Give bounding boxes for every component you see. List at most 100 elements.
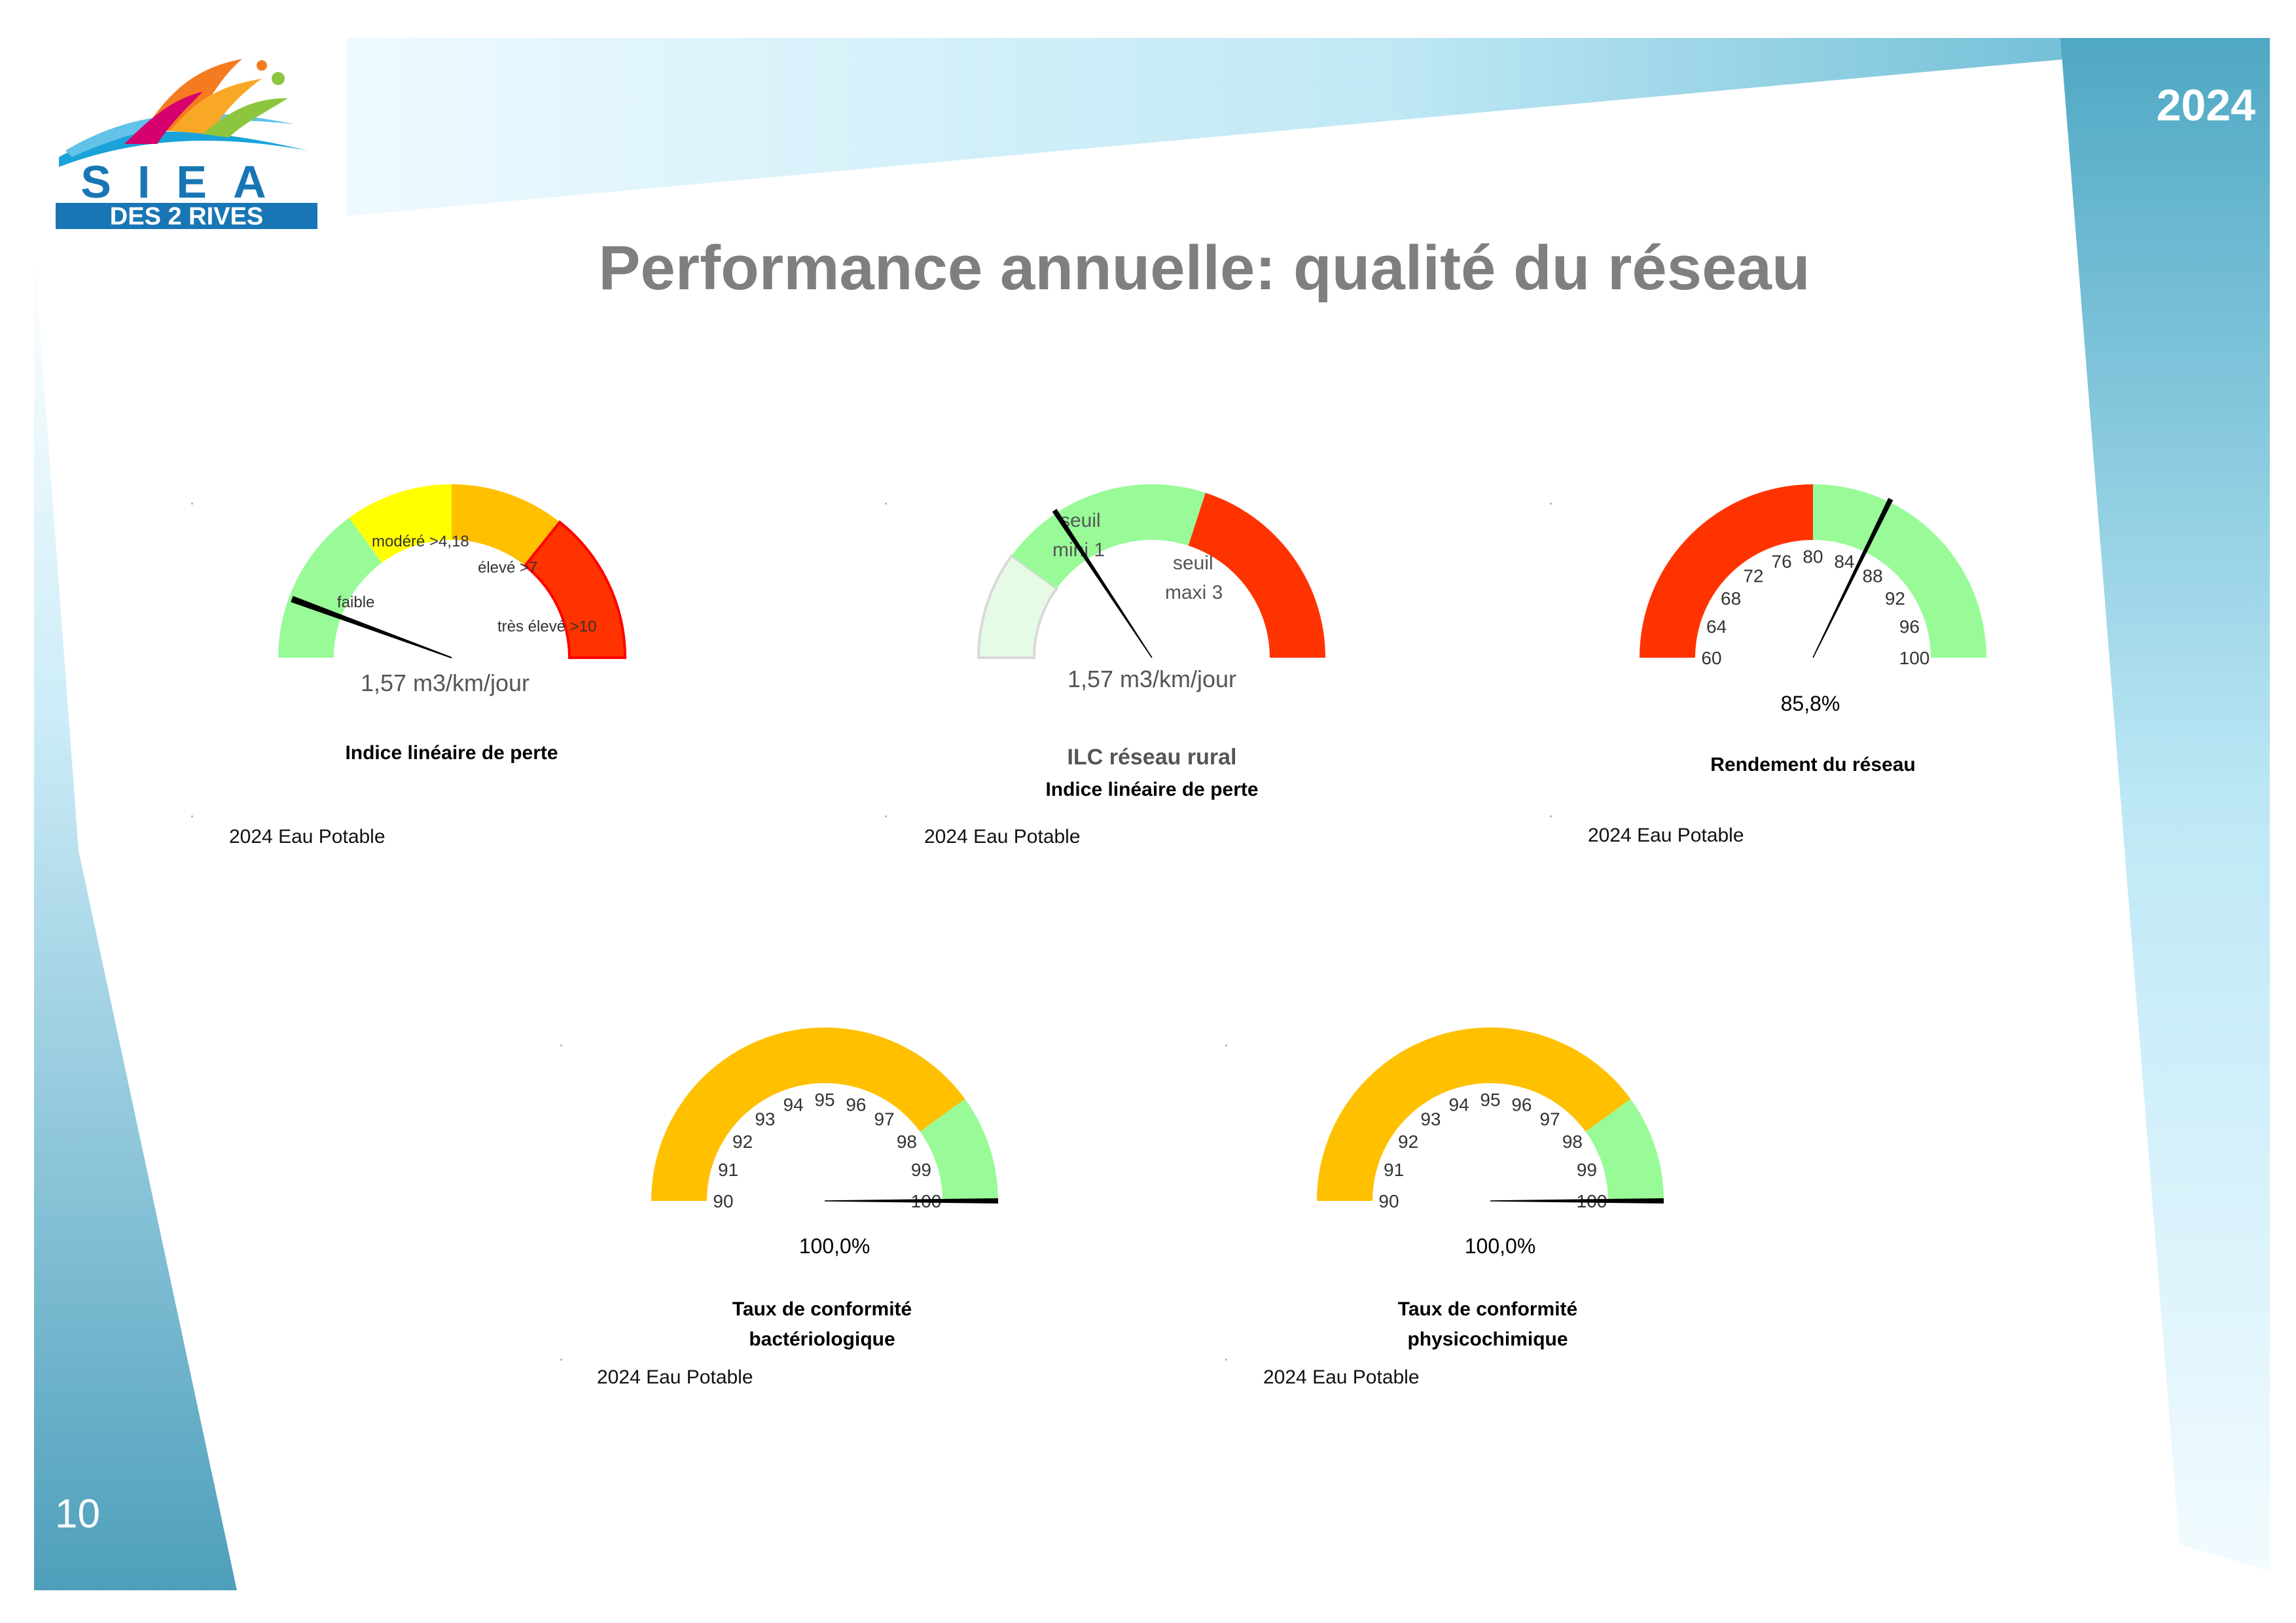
gauge-zone <box>1585 1099 1664 1201</box>
logo-text-top: SIEA <box>81 156 292 207</box>
tick-label: 99 <box>1577 1160 1597 1180</box>
gauge-zone <box>1011 484 1206 589</box>
gauge-zone <box>977 554 1059 659</box>
tick-label: 98 <box>1562 1132 1583 1152</box>
tick-label: 95 <box>814 1090 834 1110</box>
gauge-zones <box>1317 1027 1664 1201</box>
gauge-zone <box>1640 484 1813 658</box>
chart-footer: 2024 Eau Potable <box>1588 825 1744 846</box>
gauge-needle <box>291 596 452 658</box>
chart-title-line2: physicochimique <box>1407 1329 1568 1350</box>
gauge-zone <box>523 520 627 659</box>
value-label: 1,57 m3/km/jour <box>1067 666 1236 692</box>
chart-footer: 2024 Eau Potable <box>597 1366 753 1388</box>
gauge-zones <box>651 1027 998 1201</box>
gauge-zones <box>278 484 627 659</box>
gauge-ilc-rural: seuil mini 1 seuil maxi 3 1,57 m3/km/jou… <box>949 452 1355 821</box>
zone-label: seuil <box>1173 552 1213 574</box>
gauge-zone <box>920 1099 998 1201</box>
chart-footer: 2024 Eau Potable <box>229 826 386 847</box>
tick-label: 76 <box>1772 552 1792 572</box>
value-label: 100,0% <box>799 1234 870 1258</box>
chart-title: Taux de conformité <box>1398 1298 1577 1320</box>
zone-label: maxi 3 <box>1165 582 1223 603</box>
tick-label: 92 <box>732 1132 753 1152</box>
tick-label: 98 <box>897 1132 917 1152</box>
gauge-zone <box>349 484 452 563</box>
tick-label: 100 <box>1899 648 1930 668</box>
zone-label: faible <box>337 594 374 611</box>
chart-title: ILC réseau rural <box>1067 745 1237 770</box>
chart-title: Indice linéaire de perte <box>345 742 558 764</box>
gauge-conformite-bacterio: 90 91 92 93 94 95 96 97 98 99 100 100,0% Taux de c… <box>622 995 1028 1364</box>
frame-dot <box>1550 503 1552 505</box>
gauge-zone <box>1188 492 1325 658</box>
gauge-zone <box>1317 1027 1631 1201</box>
value-label: 1,57 m3/km/jour <box>361 669 529 696</box>
page-number: 10 <box>55 1491 100 1537</box>
value-label: 100,0% <box>1465 1234 1536 1258</box>
chart-subtitle: Indice linéaire de perte <box>1045 779 1258 800</box>
gauge-zone <box>651 1027 965 1201</box>
gauge-zones <box>1640 484 1986 658</box>
logo-text-bottom: DES 2 RIVES <box>110 203 263 230</box>
page-title: Performance annuelle: qualité du réseau <box>598 233 1810 303</box>
gauge-zone <box>452 484 560 566</box>
tick-label: 93 <box>1420 1109 1441 1130</box>
chart-title: Taux de conformité <box>732 1298 912 1320</box>
tick-label: 96 <box>1511 1095 1532 1115</box>
tick-label: 92 <box>1398 1132 1418 1152</box>
frame-dot <box>560 1044 562 1046</box>
frame-dot <box>1225 1044 1227 1046</box>
tick-label: 99 <box>911 1160 931 1180</box>
frame-dot <box>191 815 193 817</box>
tick-label: 60 <box>1701 648 1721 668</box>
gauge-rendement: 60 64 68 72 76 80 84 88 92 96 100 85,8% Rendement … <box>1610 452 2016 795</box>
tick-label: 64 <box>1706 616 1727 637</box>
zone-label: élevé >7 <box>478 559 537 577</box>
tick-label: 90 <box>713 1191 733 1211</box>
chart-title-line2: bactériologique <box>749 1329 895 1350</box>
zone-label: modéré >4,18 <box>372 533 469 550</box>
needle <box>1052 508 1153 658</box>
tick-label: 92 <box>1885 588 1905 609</box>
tick-label: 96 <box>1899 616 1920 637</box>
tick-label: 95 <box>1480 1090 1500 1110</box>
chart-footer: 2024 Eau Potable <box>924 826 1081 847</box>
gauge-indice-lineaire: modéré >4,18 élevé >7 faible très élevé … <box>249 452 655 795</box>
tick-label: 91 <box>718 1160 738 1180</box>
gauge-conformite-physico: 90 91 92 93 94 95 96 97 98 99 100 100,0% Taux de c… <box>1287 995 1693 1364</box>
frame-dot <box>191 503 193 505</box>
value-label: 85,8% <box>1781 692 1840 715</box>
year-label: 2024 <box>2156 80 2255 130</box>
gauge-needle <box>1812 497 1893 658</box>
tick-label: 72 <box>1743 566 1763 586</box>
gauge-needle <box>1490 1198 1664 1204</box>
frame-dot <box>1225 1359 1227 1361</box>
siea-logo: SIEA DES 2 RIVES <box>46 52 327 236</box>
tick-label: 84 <box>1834 552 1854 572</box>
chart-title: Rendement du réseau <box>1710 754 1915 776</box>
tick-label: 91 <box>1384 1160 1404 1180</box>
frame-dot <box>885 503 887 505</box>
tick-label: 88 <box>1863 566 1883 586</box>
gauge-zones <box>977 484 1325 659</box>
tick-label: 96 <box>846 1095 866 1115</box>
needle <box>1490 1198 1664 1204</box>
tick-label: 97 <box>874 1109 895 1130</box>
tick-label: 90 <box>1378 1191 1399 1211</box>
needle <box>291 596 452 658</box>
needle <box>1812 497 1893 658</box>
chart-footer: 2024 Eau Potable <box>1263 1366 1420 1388</box>
gauge-needle <box>825 1198 998 1204</box>
zone-label: très élevé >10 <box>497 618 596 635</box>
gauge-zone <box>278 518 382 658</box>
needle <box>825 1198 998 1204</box>
tick-label: 94 <box>1449 1095 1469 1115</box>
tick-label: 94 <box>783 1095 804 1115</box>
frame-dot <box>885 815 887 817</box>
tick-label: 93 <box>755 1109 775 1130</box>
